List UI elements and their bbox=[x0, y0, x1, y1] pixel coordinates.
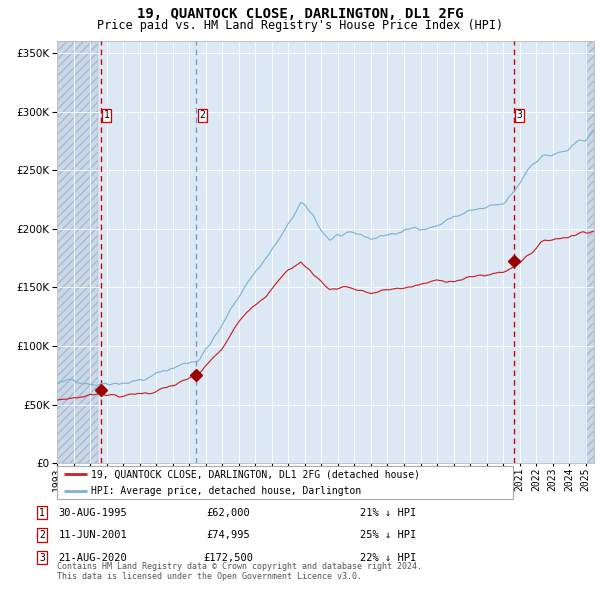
Bar bbox=[57, 41, 98, 463]
Text: 2: 2 bbox=[39, 530, 45, 540]
FancyBboxPatch shape bbox=[57, 466, 513, 499]
Text: 21-AUG-2020: 21-AUG-2020 bbox=[59, 553, 127, 562]
Bar bbox=[586, 41, 594, 463]
Text: 19, QUANTOCK CLOSE, DARLINGTON, DL1 2FG (detached house): 19, QUANTOCK CLOSE, DARLINGTON, DL1 2FG … bbox=[91, 469, 420, 479]
Bar bbox=[586, 41, 594, 463]
Text: 19, QUANTOCK CLOSE, DARLINGTON, DL1 2FG: 19, QUANTOCK CLOSE, DARLINGTON, DL1 2FG bbox=[137, 7, 463, 21]
Text: 2: 2 bbox=[199, 110, 205, 120]
Bar bbox=[57, 41, 98, 463]
Text: 1: 1 bbox=[39, 508, 45, 517]
Text: 21% ↓ HPI: 21% ↓ HPI bbox=[360, 508, 416, 517]
Text: 11-JUN-2001: 11-JUN-2001 bbox=[59, 530, 127, 540]
Text: 25% ↓ HPI: 25% ↓ HPI bbox=[360, 530, 416, 540]
Text: 30-AUG-1995: 30-AUG-1995 bbox=[59, 508, 127, 517]
Text: £74,995: £74,995 bbox=[206, 530, 250, 540]
Text: £62,000: £62,000 bbox=[206, 508, 250, 517]
Text: 1: 1 bbox=[104, 110, 110, 120]
Text: Price paid vs. HM Land Registry's House Price Index (HPI): Price paid vs. HM Land Registry's House … bbox=[97, 19, 503, 32]
Text: 22% ↓ HPI: 22% ↓ HPI bbox=[360, 553, 416, 562]
Text: HPI: Average price, detached house, Darlington: HPI: Average price, detached house, Darl… bbox=[91, 486, 361, 496]
Text: 3: 3 bbox=[39, 553, 45, 562]
Text: 3: 3 bbox=[517, 110, 523, 120]
Text: £172,500: £172,500 bbox=[203, 553, 253, 562]
Text: Contains HM Land Registry data © Crown copyright and database right 2024.
This d: Contains HM Land Registry data © Crown c… bbox=[57, 562, 422, 581]
